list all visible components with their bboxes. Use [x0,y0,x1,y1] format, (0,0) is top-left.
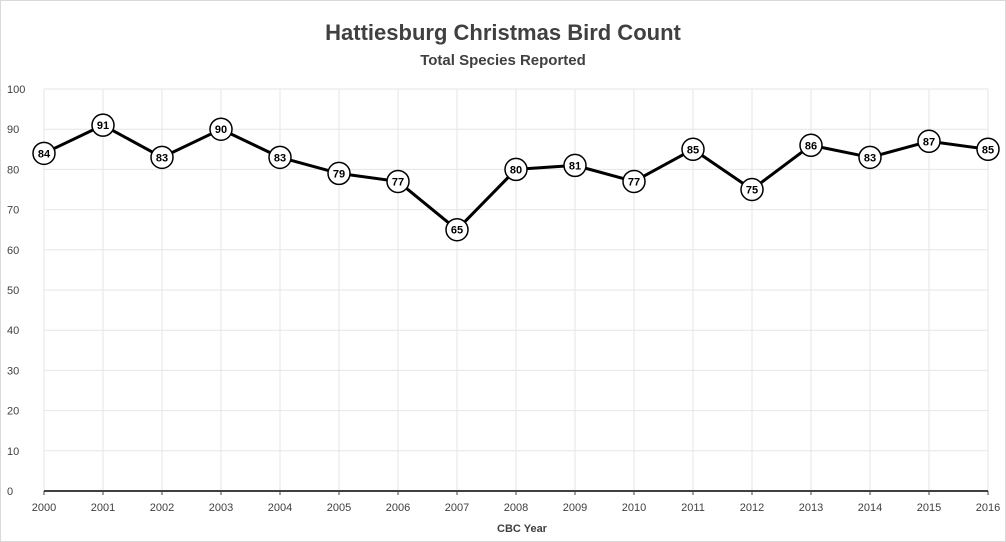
data-point [799,133,823,158]
x-tick-label: 2013 [799,502,823,514]
x-tick-label: 2014 [858,502,882,514]
data-label: 87 [923,136,935,148]
y-tick-label: 70 [7,205,19,217]
x-tick-label: 2007 [445,502,469,514]
data-point [209,117,233,141]
gridlines [43,88,989,492]
y-tick-label: 100 [7,84,25,96]
data-labels: 84 91 83 90 83 79 77 65 80 81 77 85 75 86 83 87 85 [38,120,994,237]
data-point [32,141,56,166]
x-tick-label: 2005 [327,502,351,514]
data-label: 83 [156,152,168,164]
y-tick-label: 40 [7,325,19,337]
axes: 2000 2001 2002 2003 2004 2005 2006 2007 2008 2009… [7,84,1000,514]
y-tick-label: 80 [7,164,19,176]
data-point [681,137,705,162]
x-tick-label: 2002 [150,502,174,514]
data-point [445,217,469,242]
data-point [150,145,174,170]
data-point [327,161,351,186]
y-tick-label: 30 [7,365,19,377]
data-label: 77 [628,176,640,188]
x-tick-label: 2004 [268,502,292,514]
chart-subtitle: Total Species Reported [420,52,586,69]
data-point [504,157,528,182]
data-label: 80 [510,164,522,176]
x-tick-label: 2008 [504,502,528,514]
data-point [976,137,1000,162]
x-tick-label: 2001 [91,502,115,514]
y-tick-label: 90 [7,124,19,136]
data-point [563,153,587,178]
data-label: 81 [569,160,581,172]
data-label: 75 [746,185,758,197]
x-axis-title: CBC Year [497,523,548,535]
data-label: 79 [333,168,345,180]
y-tick-label: 10 [7,446,19,458]
data-label: 65 [451,225,463,237]
x-tick-label: 2003 [209,502,233,514]
data-point [91,113,115,137]
data-label: 85 [687,144,699,156]
x-tick-label: 2012 [740,502,764,514]
chart-title: Hattiesburg Christmas Bird Count [325,20,681,45]
data-point [917,129,941,154]
y-tick-label: 60 [7,245,19,257]
data-label: 91 [97,120,109,132]
data-label: 77 [392,176,404,188]
data-point [386,169,410,194]
x-tick-label: 2010 [622,502,646,514]
x-tick-label: 2000 [32,502,56,514]
x-tick-label: 2015 [917,502,941,514]
data-label: 86 [805,140,817,152]
x-tick-label: 2006 [386,502,410,514]
data-label: 85 [982,144,994,156]
x-tick-label: 2011 [681,502,705,514]
data-point [622,169,646,194]
x-tick-label: 2009 [563,502,587,514]
x-tick-label: 2016 [976,502,1000,514]
data-label: 90 [215,124,227,136]
data-point [858,145,882,170]
data-label: 83 [274,152,286,164]
y-tick-label: 20 [7,406,19,418]
data-point [268,145,292,170]
y-tick-label: 50 [7,285,19,297]
series-species [32,113,1000,242]
data-label: 83 [864,152,876,164]
data-point [740,177,764,202]
data-label: 84 [38,148,51,160]
y-tick-label: 0 [7,486,13,498]
